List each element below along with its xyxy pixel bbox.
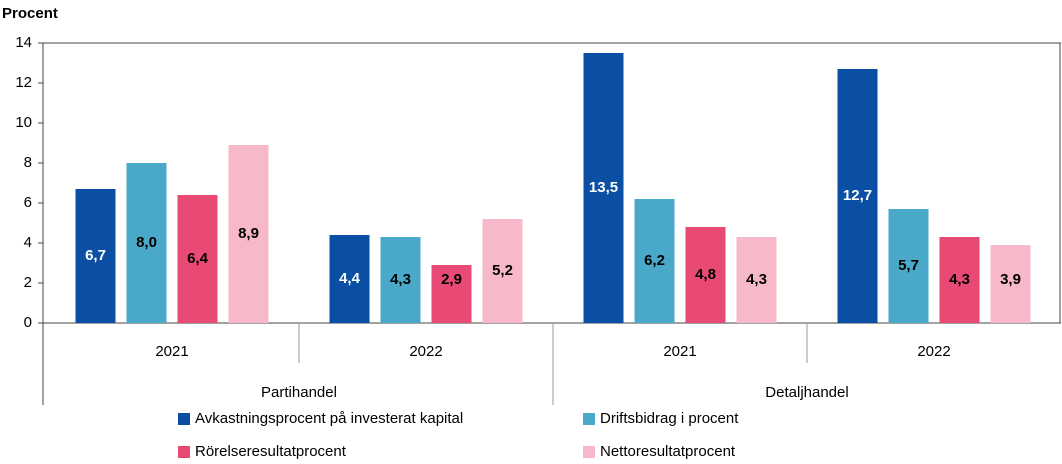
y-tick-label: 14 <box>15 34 32 51</box>
x-tick-label: 2022 <box>917 343 950 360</box>
group-label: Detaljhandel <box>765 384 848 401</box>
value-label: 3,9 <box>1000 271 1021 288</box>
y-axis-label: Procent <box>2 5 58 22</box>
x-tick-label: 2022 <box>409 343 442 360</box>
bar <box>126 163 167 323</box>
legend-label: Driftsbidrag i procent <box>600 410 739 427</box>
legend-label: Avkastningsprocent på investerat kapital <box>195 410 463 427</box>
x-tick-label: 2021 <box>663 343 696 360</box>
bar <box>634 199 675 323</box>
legend-swatch <box>178 413 190 425</box>
value-label: 8,9 <box>238 225 259 242</box>
bar <box>380 237 421 323</box>
legend-swatch <box>583 446 595 458</box>
y-tick-label: 2 <box>24 274 32 291</box>
value-label: 6,4 <box>187 250 209 267</box>
x-tick-label: 2021 <box>155 343 188 360</box>
value-label: 6,7 <box>85 247 106 264</box>
legend-swatch <box>583 413 595 425</box>
y-tick-label: 10 <box>15 114 32 131</box>
bar <box>177 195 218 323</box>
legend-swatch <box>178 446 190 458</box>
bar <box>75 189 116 323</box>
bar <box>228 145 269 323</box>
bar <box>990 245 1031 323</box>
value-label: 12,7 <box>843 187 872 204</box>
legend-label: Rörelseresultatprocent <box>195 443 347 460</box>
bar <box>482 219 523 323</box>
bar <box>583 53 624 323</box>
bar <box>685 227 726 323</box>
bar <box>888 209 929 323</box>
value-label: 5,7 <box>898 257 919 274</box>
bar <box>329 235 370 323</box>
value-label: 13,5 <box>589 179 618 196</box>
y-tick-label: 8 <box>24 154 32 171</box>
group-label: Partihandel <box>261 384 337 401</box>
bar <box>939 237 980 323</box>
value-label: 4,3 <box>949 271 970 288</box>
bar <box>736 237 777 323</box>
value-label: 4,3 <box>746 271 767 288</box>
value-label: 4,8 <box>695 266 716 283</box>
y-tick-label: 12 <box>15 74 32 91</box>
bar <box>837 69 878 323</box>
value-label: 2,9 <box>441 271 462 288</box>
y-tick-label: 0 <box>24 314 32 331</box>
value-label: 8,0 <box>136 234 157 251</box>
bar <box>431 265 472 323</box>
value-label: 4,4 <box>339 270 361 287</box>
value-label: 4,3 <box>390 271 411 288</box>
legend-label: Nettoresultatprocent <box>600 443 736 460</box>
y-tick-label: 6 <box>24 194 32 211</box>
value-label: 5,2 <box>492 262 513 279</box>
y-tick-label: 4 <box>24 234 32 251</box>
value-label: 6,2 <box>644 252 665 269</box>
